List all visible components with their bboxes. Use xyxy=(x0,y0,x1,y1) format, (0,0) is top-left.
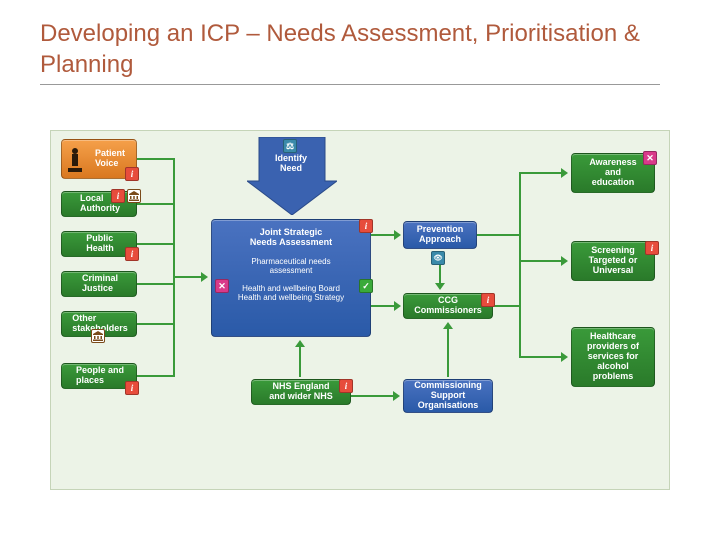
title-underline xyxy=(40,84,660,85)
arrow xyxy=(447,327,449,377)
arrow-head xyxy=(393,391,400,401)
arrow xyxy=(299,345,301,377)
node-screening: Screening Targeted or Universal xyxy=(571,241,655,281)
badge-i-icon: i xyxy=(481,293,495,307)
arrow xyxy=(137,375,175,377)
arrow xyxy=(371,305,396,307)
arrow-head xyxy=(435,283,445,290)
arrow xyxy=(137,203,175,205)
node-healthcare: Healthcare providers of services for alc… xyxy=(571,327,655,387)
badge-x-icon: ✕ xyxy=(215,279,229,293)
arrow xyxy=(173,158,175,377)
arrow xyxy=(137,283,175,285)
arrow xyxy=(137,158,175,160)
arrow xyxy=(477,234,521,236)
badge-bank-icon xyxy=(127,189,141,203)
arrow-head xyxy=(561,168,568,178)
arrow xyxy=(519,356,563,358)
jsna-sub2: Health and wellbeing Board Health and we… xyxy=(238,285,344,303)
node-criminal-justice: Criminal Justice xyxy=(61,271,137,297)
badge-i-icon: i xyxy=(125,381,139,395)
jsna-sub1: Pharmaceutical needs assessment xyxy=(251,258,330,276)
badge-bank-icon xyxy=(91,329,105,343)
badge-eye-icon: 👁 xyxy=(431,251,445,265)
arrow xyxy=(137,243,175,245)
flowchart-diagram: Patient Voice Local Authority Public Hea… xyxy=(50,130,670,490)
badge-i-icon: i xyxy=(339,379,353,393)
badge-scales-icon: ⚖ xyxy=(283,139,297,153)
node-nhs-england: NHS England and wider NHS xyxy=(251,379,351,405)
badge-check-icon: ✓ xyxy=(359,279,373,293)
arrow-head xyxy=(561,256,568,266)
node-ccg: CCG Commissioners xyxy=(403,293,493,319)
arrow xyxy=(173,276,203,278)
node-cso: Commissioning Support Organisations xyxy=(403,379,493,413)
arrow-head xyxy=(443,322,453,329)
arrow-head xyxy=(295,340,305,347)
node-jsna: Joint Strategic Needs Assessment Pharmac… xyxy=(211,219,371,337)
badge-x-icon: ✕ xyxy=(643,151,657,165)
arrow xyxy=(351,395,395,397)
arrow xyxy=(519,260,563,262)
node-identify-need: Identify Need xyxy=(258,153,324,173)
badge-i-icon: i xyxy=(359,219,373,233)
arrow xyxy=(493,305,521,307)
arrow xyxy=(519,172,563,174)
badge-i-icon: i xyxy=(111,189,125,203)
title-block: Developing an ICP – Needs Assessment, Pr… xyxy=(0,0,720,85)
arrow xyxy=(519,172,521,358)
arrow xyxy=(371,234,396,236)
arrow xyxy=(137,323,175,325)
badge-i-icon: i xyxy=(645,241,659,255)
arrow-head xyxy=(394,301,401,311)
page-title: Developing an ICP – Needs Assessment, Pr… xyxy=(40,18,720,80)
badge-i-icon: i xyxy=(125,167,139,181)
arrow-head xyxy=(201,272,208,282)
badge-i-icon: i xyxy=(125,247,139,261)
node-prevention: Prevention Approach xyxy=(403,221,477,249)
jsna-title: Joint Strategic Needs Assessment xyxy=(250,228,332,248)
arrow-head xyxy=(561,352,568,362)
node-local-authority: Local Authority xyxy=(61,191,137,217)
arrow-head xyxy=(394,230,401,240)
